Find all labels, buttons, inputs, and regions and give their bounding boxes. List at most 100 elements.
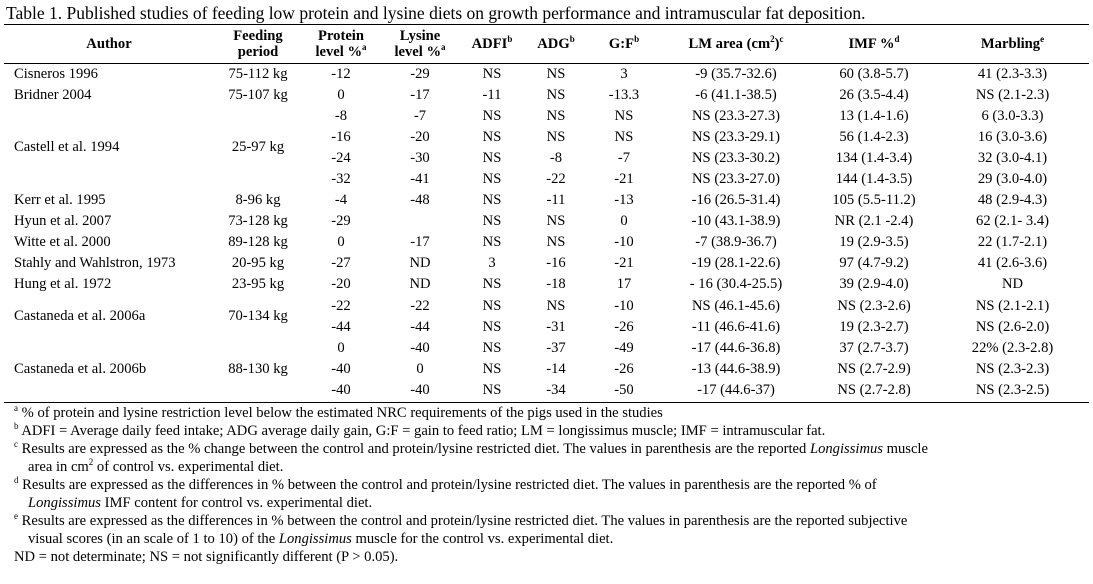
cell-marbling: 41 (2.3-3.3) <box>977 65 1048 82</box>
cell-gf: -13.3 <box>608 86 640 103</box>
header-gf: G:Fb <box>608 33 640 52</box>
cell-lysine: -17 <box>410 234 430 251</box>
cell-protein: -32 <box>331 171 351 188</box>
cell-lysine: -22 <box>410 297 430 314</box>
header-rule <box>4 63 1089 64</box>
cell-period: 73-128 kg <box>228 213 288 230</box>
cell-adfi: NS <box>482 234 502 251</box>
cell-gf: 3 <box>620 65 628 82</box>
cell-protein: -20 <box>331 276 351 293</box>
cell-adg: NS <box>546 234 566 251</box>
cell-adfi: NS <box>482 192 502 209</box>
cell-marbling: ND <box>1001 276 1024 293</box>
table-caption: Table 1. Published studies of feeding lo… <box>6 3 866 23</box>
cell-imf: NS (2.7-2.8) <box>837 381 911 398</box>
cell-protein: -40 <box>331 360 351 377</box>
cell-adg: -16 <box>546 255 566 272</box>
cell-adfi: NS <box>482 149 502 166</box>
cell-imf: 37 (2.7-3.7) <box>839 339 909 356</box>
header-imf: IMF %d <box>848 33 900 52</box>
cell-lysine: -29 <box>410 65 430 82</box>
cell-author: Witte et al. 2000 <box>14 234 111 251</box>
cell-lysine: -41 <box>410 171 430 188</box>
cell-adg: NS <box>546 297 566 314</box>
cell-author: Castell et al. 1994 <box>14 139 120 156</box>
footnotes: a % of protein and lysine restriction le… <box>14 404 928 566</box>
cell-imf: 60 (3.8-5.7) <box>839 65 909 82</box>
cell-period: 8-96 kg <box>235 192 281 209</box>
cell-lysine <box>380 211 460 232</box>
cell-protein: -16 <box>331 128 351 145</box>
cell-imf: 39 (2.9-4.0) <box>839 276 909 293</box>
cell-lm: -17 (44.6-36.8) <box>691 339 781 356</box>
cell-gf: 17 <box>616 276 632 293</box>
cell-gf: -26 <box>614 360 634 377</box>
cell-period: 23-95 kg <box>231 276 285 293</box>
cell-adg: -31 <box>546 318 566 335</box>
cell-adg: -14 <box>546 360 566 377</box>
cell-lm: - 16 (30.4-25.5) <box>689 276 783 293</box>
cell-marbling: NS (2.1-2.3) <box>975 86 1050 103</box>
cell-lysine: -40 <box>410 339 430 356</box>
cell-lysine: ND <box>409 255 431 272</box>
header-marbling: Marblinge <box>980 33 1045 52</box>
cell-author: Kerr et al. 1995 <box>14 192 106 209</box>
cell-imf: 19 (2.9-3.5) <box>839 234 909 251</box>
cell-period: 20-95 kg <box>231 255 285 272</box>
cell-imf: 13 (1.4-1.6) <box>839 107 909 124</box>
cell-lm: NS (23.3-30.2) <box>692 149 780 166</box>
cell-adfi: NS <box>482 297 502 314</box>
cell-author: Stahly and Wahlstron, 1973 <box>14 255 176 272</box>
table-row: Stahly and Wahlstron, 1973 20-95 kg -27 ND 3… <box>4 253 1089 274</box>
cell-lysine: -30 <box>410 149 430 166</box>
cell-marbling: 62 (2.1- 3.4) <box>976 213 1049 230</box>
header-author: Author <box>86 35 132 52</box>
cell-adg: NS <box>546 86 566 103</box>
cell-marbling: NS (2.1-2.1) <box>975 297 1050 314</box>
cell-gf: -49 <box>614 339 634 356</box>
cell-protein: 0 <box>337 234 345 251</box>
cell-period: 89-128 kg <box>228 234 288 251</box>
table-row: -32 -41 NS -22 -21 NS (23.3-27.0) 144 (1.4-3.5… <box>4 168 1089 189</box>
table-body: Cisneros 1996 75-112 kg -12 -29 NS NS 3 -9 (35.… <box>4 63 1089 401</box>
table-row: Castaneda et al. 2006b 88-130 kg 0 -40 NS -37… <box>4 337 1089 377</box>
cell-adfi: NS <box>482 128 502 145</box>
cell-imf: 144 (1.4-3.5) <box>835 171 913 188</box>
cell-author: Hyun et al. 2007 <box>14 213 112 230</box>
cell-lm: -17 (44.6-37) <box>697 381 775 398</box>
cell-gf: -7 <box>617 149 631 166</box>
cell-adfi: -11 <box>482 86 502 103</box>
footnote-e: e Results are expressed as the differenc… <box>14 511 908 547</box>
table-row: -40 -40 NS -34 -50 -17 (44.6-37) NS (2.7-2.8) N… <box>4 379 1089 400</box>
cell-imf: 134 (1.4-3.4) <box>835 149 913 166</box>
cell-imf: 26 (3.5-4.4) <box>839 86 909 103</box>
cell-gf: -21 <box>614 255 634 272</box>
table-row: -44 -44 NS -31 -26 -11 (46.6-41.6) 19 (2.3-2.7… <box>4 316 1089 337</box>
footnote-d: d Results are expressed as the differenc… <box>14 475 877 511</box>
cell-period: 75-107 kg <box>228 86 288 103</box>
cell-adg: NS <box>546 128 566 145</box>
footnote-b: b ADFI = Average daily feed intake; ADG … <box>14 421 826 439</box>
table-row: -40 0 NS -14 -26 -13 (44.6-38.9) NS (2.7-2.9) N… <box>4 358 1089 379</box>
cell-lm: -13 (44.6-38.9) <box>691 360 781 377</box>
cell-imf: 56 (1.4-2.3) <box>839 128 909 145</box>
cell-adfi: NS <box>482 65 502 82</box>
cell-marbling: 41 (2.6-3.6) <box>977 255 1048 272</box>
cell-period: 88-130 kg <box>228 360 288 377</box>
cell-adg: -34 <box>546 381 566 398</box>
cell-protein: -29 <box>331 213 351 230</box>
cell-adfi: NS <box>482 381 502 398</box>
table-row: Castaneda et al. 2006a 70-134 kg -22 -22 NS N… <box>4 295 1089 325</box>
cell-marbling: 22% (2.3-2.8) <box>971 339 1054 356</box>
cell-lysine: 0 <box>416 360 424 377</box>
cell-adfi: NS <box>482 339 502 356</box>
cell-period: 75-112 kg <box>228 65 288 82</box>
cell-gf: -26 <box>614 318 634 335</box>
table-row: Kerr et al. 1995 8-96 kg -4 -48 NS -11 -13 -16 … <box>4 190 1089 211</box>
cell-lm: -6 (41.1-38.5) <box>695 86 777 103</box>
cell-gf: 0 <box>620 213 628 230</box>
cell-lm: NS (23.3-29.1) <box>692 128 780 145</box>
cell-protein: -44 <box>331 318 351 335</box>
cell-imf: 105 (5.5-11.2) <box>832 192 916 209</box>
